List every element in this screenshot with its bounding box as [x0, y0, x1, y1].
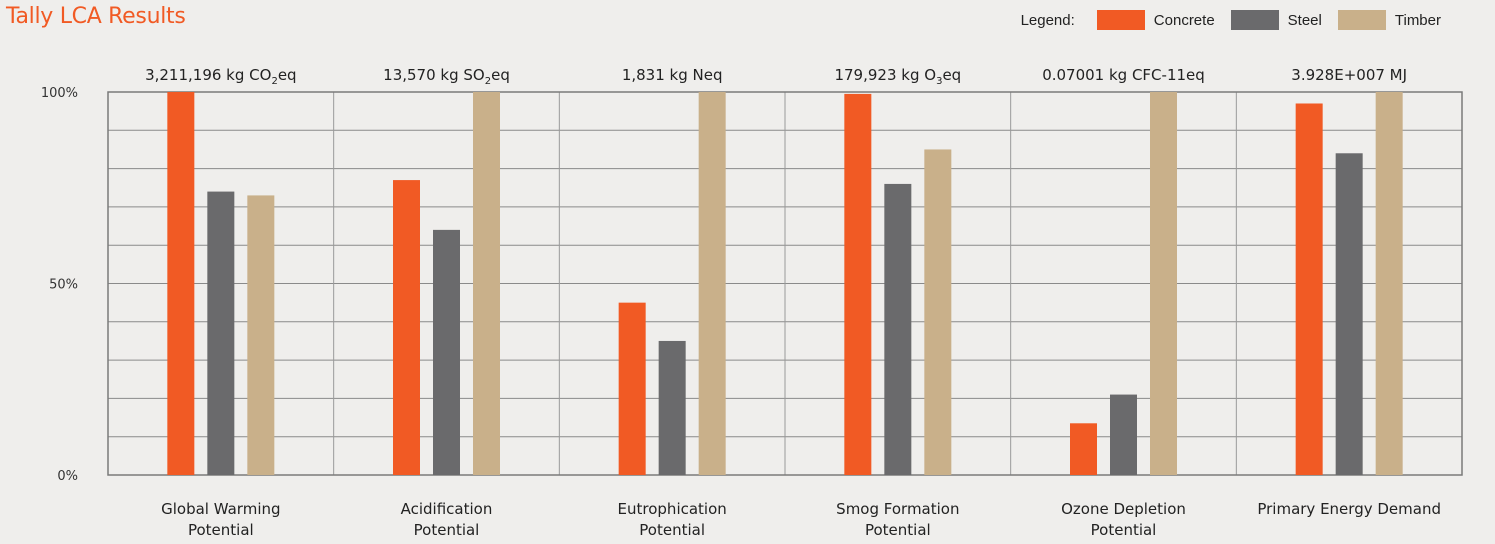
category-label: Global Warming Potential: [161, 500, 280, 539]
total-label: 1,831 kg Neq: [622, 66, 723, 84]
category-label: Primary Energy Demand: [1257, 500, 1441, 518]
bar-steel: [433, 229, 460, 475]
bar-steel: [1335, 153, 1363, 475]
bar-steel: [658, 340, 686, 475]
bar-steel: [1110, 394, 1137, 475]
total-label: 0.07001 kg CFC-11eq: [1042, 66, 1205, 84]
bar-concrete: [1070, 423, 1097, 475]
bar-concrete: [618, 302, 646, 475]
y-tick-label: 50%: [49, 278, 78, 293]
bar-timber: [473, 92, 500, 475]
legend-item-steel: Steel: [1230, 10, 1326, 30]
legend-swatch-steel: [1230, 10, 1279, 30]
total-label: 3,211,196 kg CO2eq: [145, 66, 296, 87]
chart-title: Tally LCA Results: [6, 4, 186, 29]
legend-label-steel: Steel: [1287, 11, 1322, 29]
bar-concrete: [844, 93, 872, 475]
total-label: 13,570 kg SO2eq: [383, 66, 510, 87]
category-label: Ozone Depletion Potential: [1061, 500, 1186, 539]
bar-timber: [698, 92, 726, 475]
bar-steel: [884, 183, 912, 476]
plot-frame: [107, 91, 1463, 476]
legend-item-concrete: Concrete: [1096, 10, 1219, 30]
bar-timber: [1375, 92, 1403, 475]
legend-label-concrete: Concrete: [1153, 11, 1215, 29]
legend-swatch-timber: [1337, 10, 1386, 30]
legend-label-timber: Timber: [1394, 11, 1441, 29]
legend: Legend: Concrete Steel Timber: [1021, 10, 1445, 30]
bar-concrete: [167, 92, 195, 475]
category-label: Acidification Potential: [401, 500, 493, 539]
bar-timber: [1150, 92, 1177, 475]
category-label: Eutrophication Potential: [618, 500, 727, 539]
bar-concrete: [393, 180, 420, 475]
y-tick-label: 0%: [57, 469, 78, 484]
legend-swatch-concrete: [1096, 10, 1145, 30]
category-label: Smog Formation Potential: [836, 500, 959, 539]
bar-timber: [247, 195, 275, 475]
legend-title: Legend:: [1020, 11, 1075, 29]
legend-item-timber: Timber: [1337, 10, 1445, 30]
total-label: 3.928E+007 MJ: [1291, 66, 1407, 84]
bar-timber: [924, 149, 952, 475]
bar-concrete: [1295, 103, 1323, 476]
y-tick-label: 100%: [41, 86, 78, 101]
bar-steel: [207, 191, 235, 475]
total-label: 179,923 kg O3eq: [834, 66, 961, 87]
